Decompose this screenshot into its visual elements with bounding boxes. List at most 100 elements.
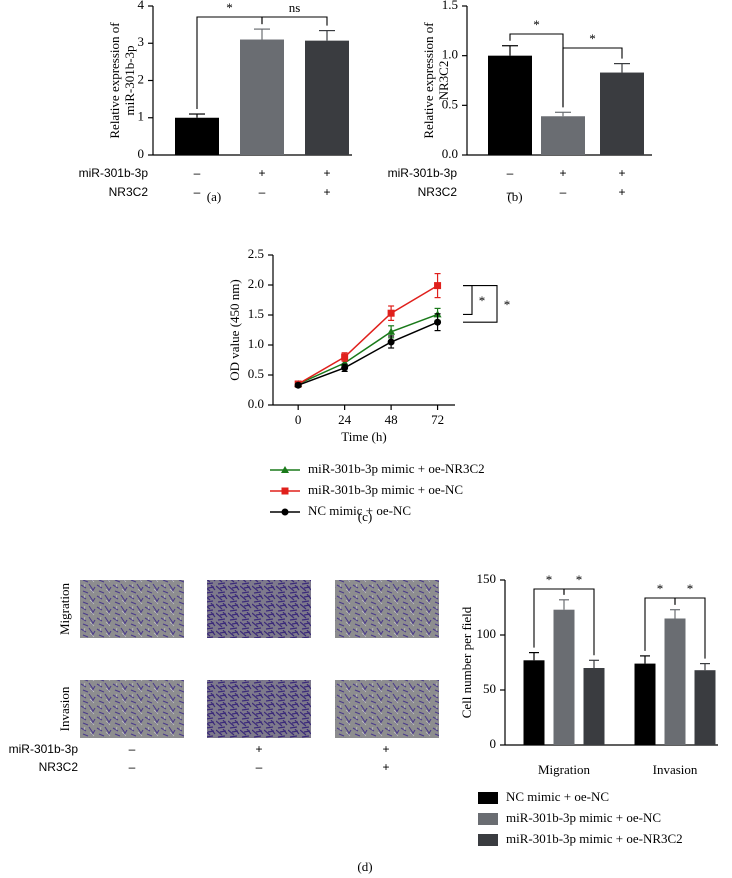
bar <box>694 670 716 745</box>
y-tick-label: 1.5 <box>248 306 264 321</box>
legend-swatch <box>478 834 498 846</box>
y-axis-label: Relative expression of <box>421 22 436 139</box>
x-tick-label: 72 <box>431 412 444 427</box>
y-tick-label: 1.5 <box>442 0 458 12</box>
significance-label: * <box>226 0 233 15</box>
condition-name: NR3C2 <box>39 760 79 774</box>
legend-swatch <box>478 792 498 804</box>
x-tick-label: 48 <box>385 412 398 427</box>
y-axis-label: OD value (450 nm) <box>227 279 242 380</box>
legend-label: NC mimic + oe-NC <box>506 789 609 804</box>
y-tick-label: 0.5 <box>442 96 458 111</box>
significance-bracket <box>674 597 706 659</box>
row-label: Migration <box>57 583 72 635</box>
y-tick-label: 0 <box>490 736 497 751</box>
bar <box>634 663 656 745</box>
significance-label: * <box>589 31 596 46</box>
y-tick-label: 1 <box>138 109 145 124</box>
significance-label: * <box>533 17 540 32</box>
x-tick-label: 0 <box>295 412 302 427</box>
condition-mark: – <box>129 742 136 756</box>
y-tick-label: 50 <box>483 681 496 696</box>
y-tick-label: 3 <box>138 34 145 49</box>
panel-label: (c) <box>358 509 372 524</box>
condition-mark: + <box>323 166 330 180</box>
significance-label: * <box>479 293 486 308</box>
y-tick-label: 100 <box>477 626 497 641</box>
y-tick-label: 4 <box>138 0 145 12</box>
bar <box>240 39 284 155</box>
bar <box>488 55 532 155</box>
y-tick-label: 2 <box>138 71 145 86</box>
bar <box>175 117 219 155</box>
condition-mark: + <box>323 185 330 199</box>
condition-mark: – <box>256 760 263 774</box>
legend-swatch <box>478 813 498 825</box>
condition-name: miR-301b-3p <box>79 166 149 180</box>
significance-bracket <box>563 588 595 656</box>
condition-mark: + <box>559 166 566 180</box>
x-tick-label: Migration <box>538 762 590 777</box>
condition-mark: + <box>258 166 265 180</box>
micrograph <box>80 680 184 738</box>
point <box>434 282 442 290</box>
significance-label: ns <box>289 0 301 15</box>
significance-label: * <box>687 581 694 596</box>
condition-mark: – <box>560 185 567 199</box>
micrograph <box>80 580 184 638</box>
panel-label: (b) <box>507 189 522 204</box>
row-label: Invasion <box>57 686 72 731</box>
y-tick-label: 0.5 <box>248 366 264 381</box>
y-axis-label: NR3C2 <box>436 61 451 101</box>
bar <box>305 40 349 155</box>
condition-mark: – <box>194 166 201 180</box>
point <box>387 327 396 335</box>
legend-marker <box>281 508 289 516</box>
condition-name: NR3C2 <box>418 185 458 199</box>
condition-mark: – <box>259 185 266 199</box>
condition-mark: + <box>255 742 262 756</box>
bar <box>664 618 686 745</box>
legend-marker <box>281 487 289 495</box>
micrograph <box>335 580 439 638</box>
significance-label: * <box>546 572 553 587</box>
y-axis-label: Relative expression of <box>107 22 122 139</box>
point <box>341 353 349 361</box>
condition-mark: – <box>507 185 514 199</box>
y-axis-label: Cell number per field <box>459 606 474 718</box>
y-tick-label: 2.0 <box>248 276 264 291</box>
bar <box>583 668 605 745</box>
legend-label: miR-301b-3p mimic + oe-NC <box>308 482 463 497</box>
y-tick-label: 0.0 <box>248 396 264 411</box>
bar <box>523 660 545 745</box>
y-tick-label: 150 <box>477 571 497 586</box>
condition-mark: – <box>194 185 201 199</box>
condition-mark: – <box>507 166 514 180</box>
significance-label: * <box>657 581 664 596</box>
legend-label: NC mimic + oe-NC <box>308 503 411 518</box>
legend-label: miR-301b-3p mimic + oe-NR3C2 <box>506 831 683 846</box>
condition-mark: + <box>618 185 625 199</box>
y-tick-label: 0 <box>138 146 145 161</box>
micrograph <box>207 680 311 738</box>
significance-bracket <box>261 16 328 26</box>
significance-label: * <box>504 297 511 312</box>
condition-name: NR3C2 <box>109 185 149 199</box>
significance-bracket <box>463 285 473 315</box>
y-tick-label: 0.0 <box>442 146 458 161</box>
panel-label: (a) <box>207 189 221 204</box>
significance-bracket <box>562 47 623 108</box>
y-axis-label: miR-301b-3p <box>122 45 137 115</box>
significance-bracket <box>463 285 498 323</box>
significance-label: * <box>576 572 583 587</box>
condition-mark: + <box>382 760 389 774</box>
x-axis-label: Time (h) <box>341 429 386 444</box>
series-line <box>297 321 438 386</box>
micrograph <box>207 580 311 638</box>
y-tick-label: 1.0 <box>442 47 458 62</box>
micrograph <box>335 680 439 738</box>
condition-mark: – <box>129 760 136 774</box>
condition-name: miR-301b-3p <box>9 742 79 756</box>
point <box>387 338 395 346</box>
